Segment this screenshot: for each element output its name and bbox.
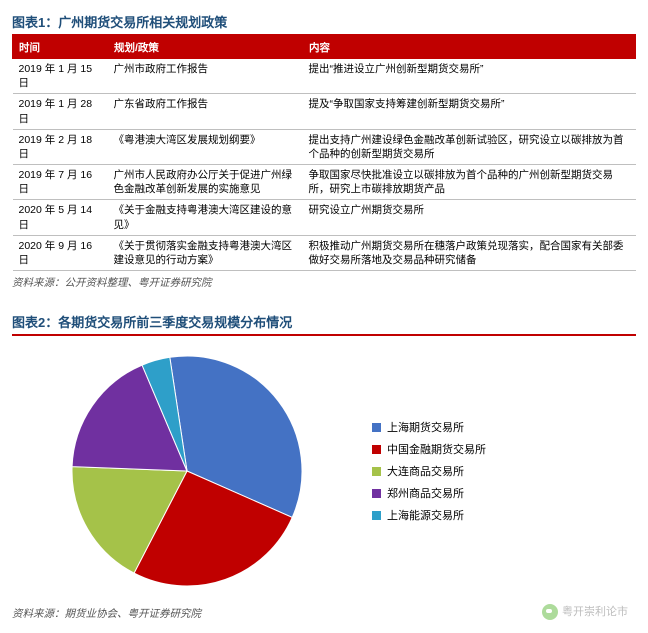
pie-chart: [42, 346, 332, 596]
table-cell: 争取国家尽快批准设立以碳排放为首个品种的广州创新型期货交易所，研究上市碳排放期货…: [303, 165, 636, 200]
legend-swatch: [372, 489, 381, 498]
table-row: 2019 年 2 月 18 日《粤港澳大湾区发展规划纲要》提出支持广州建设绿色金…: [13, 129, 636, 164]
legend-item: 上海期货交易所: [372, 419, 486, 435]
table-cell: 广州市政府工作报告: [108, 59, 303, 94]
table-row: 2020 年 9 月 16 日《关于贯彻落实金融支持粤港澳大湾区建设意见的行动方…: [13, 235, 636, 270]
legend-label: 中国金融期货交易所: [387, 441, 486, 457]
table-cell: 2019 年 1 月 15 日: [13, 59, 108, 94]
table-cell: 《粤港澳大湾区发展规划纲要》: [108, 129, 303, 164]
table-cell: 《关于贯彻落实金融支持粤港澳大湾区建设意见的行动方案》: [108, 235, 303, 270]
table-row: 2019 年 1 月 28 日广东省政府工作报告提及“争取国家支持筹建创新型期货…: [13, 94, 636, 129]
legend-label: 郑州商品交易所: [387, 485, 464, 501]
table-cell: 《关于金融支持粤港澳大湾区建设的意见》: [108, 200, 303, 235]
legend-label: 大连商品交易所: [387, 463, 464, 479]
table-cell: 2020 年 5 月 14 日: [13, 200, 108, 235]
legend-swatch: [372, 423, 381, 432]
table-row: 2019 年 1 月 15 日广州市政府工作报告提出“推进设立广州创新型期货交易…: [13, 59, 636, 94]
legend-swatch: [372, 467, 381, 476]
legend-swatch: [372, 511, 381, 520]
table-row: 2019 年 7 月 16 日广州市人民政府办公厅关于促进广州绿色金融改革创新发…: [13, 165, 636, 200]
table-cell: 提出支持广州建设绿色金融改革创新试验区，研究设立以碳排放为首个品种的创新型期货交…: [303, 129, 636, 164]
table-cell: 广州市人民政府办公厅关于促进广州绿色金融改革创新发展的实施意见: [108, 165, 303, 200]
watermark: 粤开崇利论市: [542, 603, 628, 620]
wechat-icon: [542, 604, 558, 620]
table-cell: 提及“争取国家支持筹建创新型期货交易所”: [303, 94, 636, 129]
legend-label: 上海期货交易所: [387, 419, 464, 435]
table-source: 资料来源：公开资料整理、粤开证券研究院: [12, 275, 636, 290]
th-date: 时间: [13, 37, 108, 59]
legend-item: 郑州商品交易所: [372, 485, 486, 501]
chart-title: 图表2：各期货交易所前三季度交易规模分布情况: [12, 312, 636, 336]
policy-table: 时间 规划/政策 内容 2019 年 1 月 15 日广州市政府工作报告提出“推…: [12, 36, 636, 271]
table-cell: 2020 年 9 月 16 日: [13, 235, 108, 270]
legend-swatch: [372, 445, 381, 454]
table-cell: 2019 年 2 月 18 日: [13, 129, 108, 164]
table-row: 2020 年 5 月 14 日《关于金融支持粤港澳大湾区建设的意见》研究设立广州…: [13, 200, 636, 235]
legend-item: 中国金融期货交易所: [372, 441, 486, 457]
pie-chart-container: 上海期货交易所中国金融期货交易所大连商品交易所郑州商品交易所上海能源交易所: [12, 336, 636, 602]
table-cell: 积极推动广州期货交易所在穗落户政策兑现落实，配合国家有关部委做好交易所落地及交易…: [303, 235, 636, 270]
table-cell: 2019 年 1 月 28 日: [13, 94, 108, 129]
th-policy: 规划/政策: [108, 37, 303, 59]
table-cell: 提出“推进设立广州创新型期货交易所”: [303, 59, 636, 94]
th-content: 内容: [303, 37, 636, 59]
table-cell: 广东省政府工作报告: [108, 94, 303, 129]
legend-item: 大连商品交易所: [372, 463, 486, 479]
table-title: 图表1：广州期货交易所相关规划政策: [12, 12, 636, 36]
legend-item: 上海能源交易所: [372, 507, 486, 523]
legend-label: 上海能源交易所: [387, 507, 464, 523]
table-cell: 研究设立广州期货交易所: [303, 200, 636, 235]
chart-legend: 上海期货交易所中国金融期货交易所大连商品交易所郑州商品交易所上海能源交易所: [372, 413, 486, 529]
table-cell: 2019 年 7 月 16 日: [13, 165, 108, 200]
